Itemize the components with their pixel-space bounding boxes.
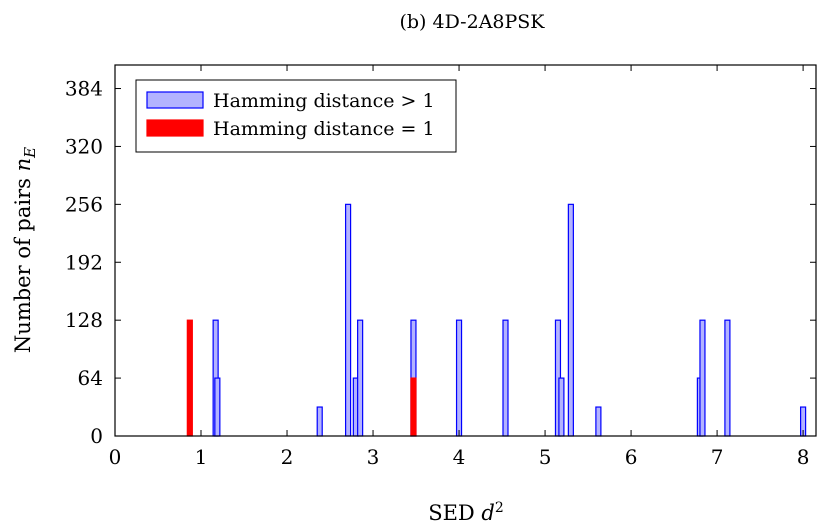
bars [186,203,807,437]
bar-hamming-gt1-2 [316,406,323,437]
legend-swatch-hamming-eq1 [146,119,204,137]
x-axis: 0 1 2 3 4 5 6 7 8 [109,65,810,469]
legend-label-hamming-eq1: Hamming distance = 1 [213,118,435,140]
bar-hamming-gt1-1 [214,377,221,437]
x-axis-label: SED d2 [428,500,504,525]
y-tick-label: 192 [65,250,103,274]
x-tick-label: 7 [711,445,724,469]
bar-hamming-gt1-8 [502,319,509,437]
y-tick-label: 64 [78,366,103,390]
x-tick-label: 2 [281,445,294,469]
x-tick-label: 8 [797,445,810,469]
x-tick-label: 6 [625,445,638,469]
legend-label-hamming-gt1: Hamming distance > 1 [213,90,435,112]
legend-swatch-hamming-gt1 [146,91,204,109]
y-axis-label: Number of pairs nE [11,147,39,353]
y-tick-label: 0 [90,424,103,448]
y-tick-label: 128 [65,308,103,332]
x-tick-label: 0 [109,445,122,469]
bar-hamming-gt1-3 [344,203,352,437]
legend: Hamming distance > 1 Hamming distance = … [135,79,457,153]
chart-title: (b) 4D-2A8PSK [399,11,545,33]
y-tick-label: 320 [65,134,103,158]
x-tick-label: 5 [539,445,552,469]
plot-frame [114,64,817,437]
x-tick-label: 3 [367,445,380,469]
y-tick-label: 384 [65,77,103,101]
y-axis: 0 64 128 192 256 320 384 [65,77,816,448]
x-tick-label: 1 [195,445,208,469]
bar-hamming-gt1-14 [699,319,706,437]
bar-hamming-gt1-15 [724,319,731,437]
bar-hamming-gt1-12 [595,406,602,437]
bar-hamming-gt1-5 [357,319,364,437]
y-tick-label: 256 [65,192,103,216]
bar-hamming-eq1-0 [186,319,193,437]
bar-hamming-gt1-7 [455,319,463,437]
bar-hamming-eq1-1 [410,377,417,437]
bar-hamming-gt1-11 [567,203,574,437]
bar-hamming-gt1-10 [558,377,565,437]
x-tick-label: 4 [453,445,466,469]
